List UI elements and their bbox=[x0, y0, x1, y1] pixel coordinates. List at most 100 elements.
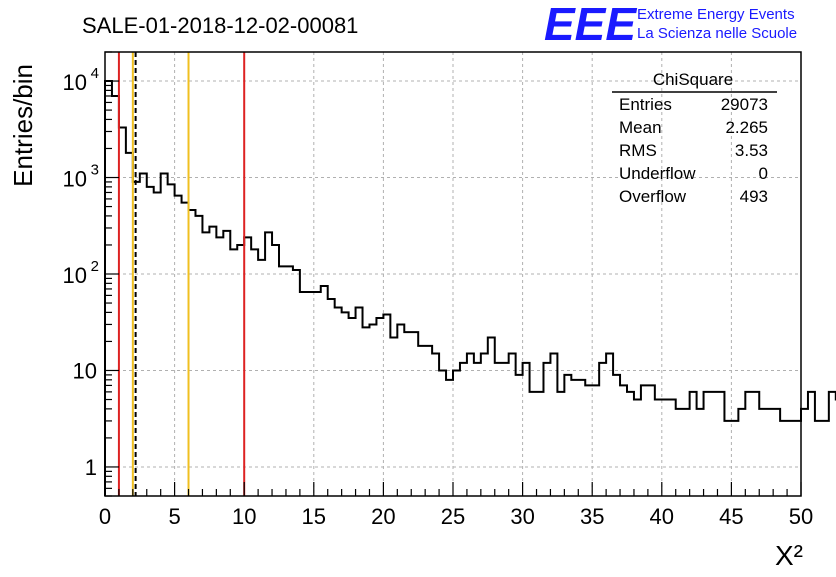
histogram-bin bbox=[195, 216, 202, 496]
histogram-bin bbox=[147, 187, 154, 496]
histogram-bin bbox=[126, 153, 133, 496]
x-axis-label: X² bbox=[775, 540, 803, 571]
y-tick-label: 10 bbox=[63, 167, 87, 192]
histogram-bin bbox=[627, 392, 634, 496]
histogram-bin bbox=[369, 324, 376, 496]
histogram-bin bbox=[467, 353, 474, 496]
histogram-bin bbox=[662, 400, 669, 496]
histogram-bin bbox=[780, 421, 787, 496]
histogram-bin bbox=[321, 286, 328, 496]
histogram-bin bbox=[140, 174, 147, 496]
x-tick-label: 0 bbox=[99, 504, 111, 529]
histogram-bin bbox=[641, 385, 648, 496]
histogram-bin bbox=[112, 96, 119, 496]
histogram-bin bbox=[154, 192, 161, 496]
stats-value: 2.265 bbox=[725, 118, 768, 137]
y-axis-label: Entries/bin bbox=[8, 64, 38, 187]
histogram-bin bbox=[202, 232, 209, 496]
histogram-bin bbox=[648, 385, 655, 496]
histogram-bin bbox=[752, 392, 759, 496]
histogram-bin bbox=[383, 315, 390, 496]
histogram-bin bbox=[356, 307, 363, 496]
histogram-bin bbox=[251, 249, 258, 496]
eee-logo-mark: EEE bbox=[544, 0, 637, 50]
histogram-bin bbox=[690, 392, 697, 496]
histogram-bin bbox=[161, 174, 168, 496]
x-tick-label: 5 bbox=[168, 504, 180, 529]
histogram-bin bbox=[669, 400, 676, 496]
histogram-bin bbox=[502, 363, 509, 496]
histogram-bin bbox=[342, 312, 349, 496]
histogram-bin bbox=[787, 421, 794, 496]
histogram-bin bbox=[620, 385, 627, 496]
histogram-bin bbox=[801, 409, 808, 496]
histogram-bin bbox=[634, 400, 641, 496]
histogram-bin bbox=[439, 370, 446, 496]
stats-title: ChiSquare bbox=[653, 70, 733, 89]
histogram-bin bbox=[446, 380, 453, 496]
histogram-bin bbox=[244, 237, 251, 496]
stats-label: Entries bbox=[619, 95, 672, 114]
histogram-bin bbox=[397, 324, 404, 496]
histogram-bin bbox=[717, 392, 724, 496]
histogram-bin bbox=[704, 392, 711, 496]
x-tick-label: 40 bbox=[650, 504, 674, 529]
x-tick-label: 50 bbox=[789, 504, 813, 529]
x-tick-label: 45 bbox=[719, 504, 743, 529]
x-tick-label: 35 bbox=[580, 504, 604, 529]
histogram-bin bbox=[773, 409, 780, 496]
histogram-bin bbox=[488, 337, 495, 496]
stats-label: RMS bbox=[619, 141, 657, 160]
histogram-bin bbox=[724, 421, 731, 496]
histogram-bin bbox=[481, 353, 488, 496]
histogram-bin bbox=[731, 421, 738, 496]
histogram-bin bbox=[599, 363, 606, 496]
histogram-bin bbox=[279, 266, 286, 496]
histogram-bin bbox=[390, 337, 397, 496]
logo-line-2: La Scienza nelle Scuole bbox=[637, 25, 797, 42]
histogram-bin bbox=[523, 363, 530, 496]
y-tick-label: 10 bbox=[63, 70, 87, 95]
y-tick-label: 10 bbox=[63, 263, 87, 288]
x-tick-label: 20 bbox=[371, 504, 395, 529]
histogram-bin bbox=[209, 227, 216, 496]
histogram-bin bbox=[119, 127, 126, 496]
histogram-bin bbox=[293, 270, 300, 496]
histogram-bin bbox=[516, 375, 523, 496]
histogram-bin bbox=[676, 409, 683, 496]
histogram-bin bbox=[697, 409, 704, 496]
histogram-bin bbox=[425, 346, 432, 496]
histogram-bin bbox=[237, 245, 244, 496]
stats-value: 3.53 bbox=[735, 141, 768, 160]
stats-label: Overflow bbox=[619, 187, 687, 206]
x-tick-label: 30 bbox=[510, 504, 534, 529]
stats-value: 493 bbox=[740, 187, 768, 206]
histogram-bin bbox=[509, 353, 516, 496]
histogram-bin bbox=[286, 266, 293, 496]
histogram-bin bbox=[808, 392, 815, 496]
histogram-bin bbox=[230, 249, 237, 496]
histogram-bin bbox=[411, 332, 418, 496]
histogram-bin bbox=[571, 380, 578, 496]
histogram-bin bbox=[314, 292, 321, 496]
histogram-bin bbox=[376, 318, 383, 496]
stats-label: Mean bbox=[619, 118, 662, 137]
histogram-bin bbox=[495, 363, 502, 496]
eee-logo: EEE Extreme Energy Events La Scienza nel… bbox=[544, 0, 797, 50]
histogram-bin bbox=[265, 232, 272, 496]
y-tick-exponent: 2 bbox=[91, 258, 99, 275]
histogram-bin bbox=[537, 392, 544, 496]
histogram-bin bbox=[564, 375, 571, 496]
histogram-bin bbox=[404, 332, 411, 496]
histogram-bin bbox=[530, 392, 537, 496]
stats-value: 29073 bbox=[721, 95, 768, 114]
x-tick-label: 10 bbox=[232, 504, 256, 529]
histogram-bins bbox=[105, 81, 836, 496]
histogram-bin bbox=[578, 380, 585, 496]
histogram-bin bbox=[168, 184, 175, 496]
histogram-bin bbox=[272, 245, 279, 496]
histogram-bin bbox=[432, 353, 439, 496]
y-tick-label: 1 bbox=[85, 455, 97, 480]
